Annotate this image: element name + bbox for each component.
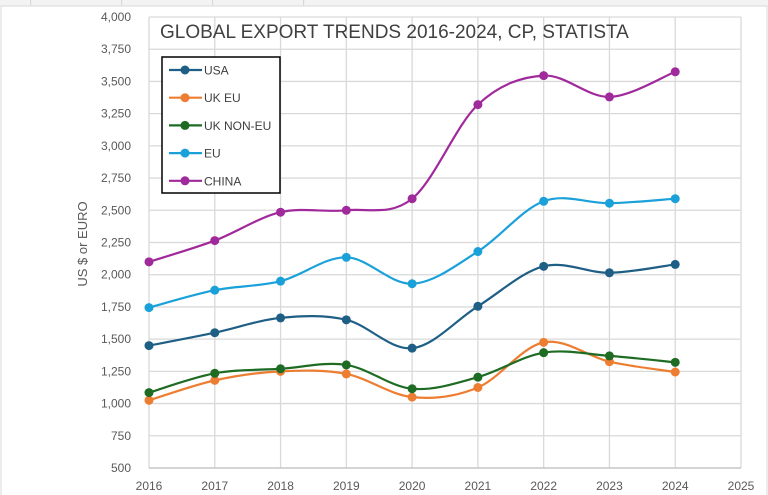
- data-point: [670, 357, 680, 367]
- y-tick-label: 2,750: [101, 171, 131, 185]
- series-china: [144, 67, 680, 267]
- legend-label: CHINA: [204, 174, 241, 188]
- data-point: [407, 343, 417, 353]
- y-tick-label: 2,000: [101, 268, 131, 282]
- x-tick-label: 2025: [728, 479, 755, 493]
- data-point: [670, 194, 680, 204]
- legend-label: UK EU: [204, 91, 241, 105]
- data-point: [144, 395, 154, 405]
- data-point: [407, 392, 417, 402]
- data-point: [144, 257, 154, 267]
- data-point: [539, 196, 549, 206]
- data-point: [210, 375, 220, 385]
- data-point: [407, 279, 417, 289]
- x-tick-label: 2022: [530, 479, 557, 493]
- data-point: [341, 360, 351, 370]
- x-tick-label: 2018: [267, 479, 294, 493]
- x-tick-label: 2016: [136, 479, 163, 493]
- data-point: [210, 328, 220, 338]
- x-tick-label: 2017: [201, 479, 228, 493]
- x-tick-label: 2023: [596, 479, 623, 493]
- legend: USA UK EU UK NON-EU EU CHINA: [161, 56, 281, 194]
- data-point: [604, 198, 614, 208]
- data-point: [473, 247, 483, 257]
- data-point: [144, 388, 154, 398]
- data-point: [670, 367, 680, 377]
- y-tick-label: 2,500: [101, 203, 131, 217]
- data-point: [670, 259, 680, 269]
- data-point: [210, 236, 220, 246]
- x-tick-label: 2019: [333, 479, 360, 493]
- data-point: [407, 384, 417, 394]
- data-point: [341, 252, 351, 262]
- legend-swatch-marker: [180, 65, 190, 75]
- y-tick-label: 1,250: [101, 364, 131, 378]
- data-point: [539, 337, 549, 347]
- data-point: [276, 276, 286, 286]
- legend-swatch-marker: [180, 176, 190, 186]
- legend-label: USA: [204, 64, 229, 78]
- y-tick-label: 1,000: [101, 397, 131, 411]
- data-point: [144, 303, 154, 313]
- y-axis-ticks: 500 750 1,000 1,250 1,500 1,750 2,000 2,250 2,50…: [101, 10, 131, 475]
- chart-area: [0, 5, 768, 495]
- data-point: [276, 313, 286, 323]
- series-usa: [144, 259, 680, 353]
- series-lines: [144, 67, 680, 405]
- data-point: [144, 341, 154, 351]
- y-tick-label: 1,750: [101, 300, 131, 314]
- y-tick-label: 3,000: [101, 139, 131, 153]
- x-axis-ticks: 2016 2017 2018 2019 2020 2021 2022 2023 2024 2025: [136, 479, 755, 493]
- data-point: [473, 301, 483, 311]
- series-uk-non-eu: [144, 348, 680, 398]
- data-point: [604, 268, 614, 278]
- data-point: [210, 285, 220, 295]
- y-tick-label: 3,500: [101, 74, 131, 88]
- data-point: [473, 100, 483, 110]
- sheet-row: [0, 0, 768, 6]
- data-point: [604, 92, 614, 102]
- data-point: [341, 315, 351, 325]
- y-tick-label: 4,000: [101, 10, 131, 24]
- legend-swatch-marker: [180, 93, 190, 103]
- y-tick-label: 750: [111, 429, 131, 443]
- data-point: [473, 372, 483, 382]
- x-tick-label: 2024: [662, 479, 689, 493]
- data-point: [341, 205, 351, 215]
- legend-swatch-marker: [180, 148, 190, 158]
- y-tick-label: 1,500: [101, 332, 131, 346]
- data-point: [539, 348, 549, 358]
- legend-label: UK NON-EU: [204, 119, 271, 133]
- y-axis-label: US $ or EURO: [75, 201, 90, 286]
- legend-label: EU: [204, 147, 221, 161]
- data-point: [604, 351, 614, 361]
- legend-swatch-marker: [180, 120, 190, 130]
- x-tick-label: 2021: [465, 479, 492, 493]
- x-tick-label: 2020: [399, 479, 426, 493]
- data-point: [539, 261, 549, 271]
- chart-title: GLOBAL EXPORT TRENDS 2016-2024, CP, STAT…: [160, 22, 629, 43]
- series-eu: [144, 194, 680, 313]
- data-point: [539, 71, 549, 81]
- y-tick-label: 2,250: [101, 236, 131, 250]
- data-point: [276, 364, 286, 374]
- y-tick-label: 3,750: [101, 42, 131, 56]
- y-tick-label: 500: [111, 461, 131, 475]
- data-point: [276, 207, 286, 217]
- y-tick-label: 3,250: [101, 107, 131, 121]
- data-point: [473, 382, 483, 392]
- data-point: [670, 67, 680, 77]
- data-point: [210, 368, 220, 378]
- data-point: [407, 194, 417, 204]
- data-point: [341, 369, 351, 379]
